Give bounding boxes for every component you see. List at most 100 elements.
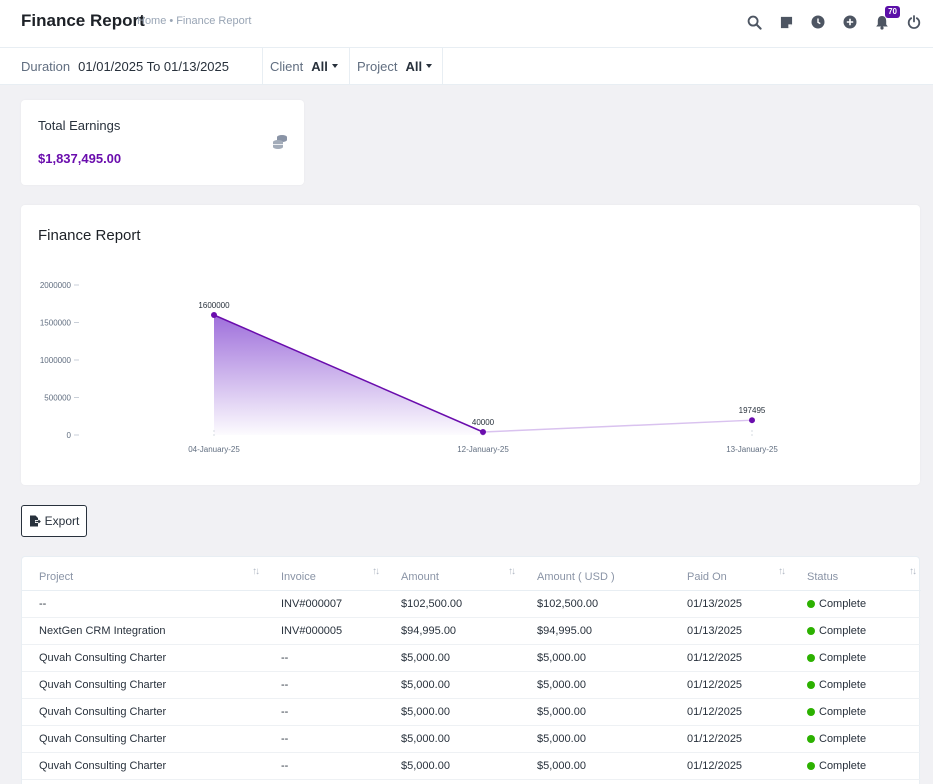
duration-filter[interactable]: Duration 01/01/2025 To 01/13/2025	[0, 48, 263, 84]
export-icon	[29, 515, 41, 527]
status-dot-icon	[807, 626, 815, 635]
invoice-cell: --	[264, 725, 384, 753]
sort-icon[interactable]: ↑↓	[252, 566, 260, 577]
table-row[interactable]: -- INV#000007 $102,500.00 $102,500.00 01/13/…	[22, 590, 921, 618]
status-dot-icon	[807, 707, 815, 716]
plus-circle-icon[interactable]	[839, 12, 861, 32]
client-select[interactable]: All	[311, 58, 328, 74]
sort-icon[interactable]: ↑↓	[778, 566, 786, 577]
invoice-cell: INV#000007	[264, 590, 384, 618]
amount-usd-cell: $5,000.00	[520, 671, 670, 699]
data-label: 197495	[739, 406, 766, 415]
amount-usd-cell: $5,000.00	[520, 644, 670, 672]
x-tick-label: 13-January-25	[726, 445, 778, 454]
status-label: Complete	[819, 624, 867, 637]
breadcrumb-home[interactable]: Home	[137, 15, 167, 27]
power-icon[interactable]	[903, 12, 925, 32]
status-dot-icon	[807, 653, 815, 662]
paid-on-cell: 01/12/2025	[670, 725, 790, 753]
column-header-invoice[interactable]: Invoice ↑↓	[264, 557, 384, 591]
notification-badge: 70	[885, 6, 900, 18]
status-label: Complete	[819, 678, 867, 691]
paid-on-cell: 01/12/2025	[670, 671, 790, 699]
status-cell: Complete	[790, 590, 921, 618]
paid-on-cell: 01/12/2025	[670, 644, 790, 672]
table-row[interactable]: Quvah Consulting Charter -- $5,000.00 $5,00…	[22, 698, 921, 726]
status-cell: Complete	[790, 644, 921, 672]
total-earnings-title: Total Earnings	[38, 118, 121, 133]
paid-on-cell: 01/12/2025	[670, 698, 790, 726]
status-dot-icon	[807, 599, 815, 608]
client-label: Client	[270, 58, 304, 74]
amount-cell: $102,500.00	[384, 590, 520, 618]
y-tick-label: 1500000	[40, 319, 72, 328]
x-tick-label: 12-January-25	[457, 445, 509, 454]
data-point	[749, 417, 755, 424]
amount-usd-cell: $5,000.00	[520, 725, 670, 753]
export-button[interactable]: Export	[21, 505, 87, 537]
amount-usd-cell: $102,500.00	[520, 590, 670, 618]
filter-bar: Duration 01/01/2025 To 01/13/2025 Client…	[0, 48, 933, 85]
status-dot-icon	[807, 680, 815, 689]
project-cell: Quvah Consulting Charter	[22, 698, 264, 726]
project-cell: --	[22, 590, 264, 618]
project-cell: Quvah Consulting Charter	[22, 644, 264, 672]
finance-chart: 0 500000 1000000 1500000 2000000 04-January-2…	[40, 281, 778, 454]
invoice-cell: --	[264, 752, 384, 780]
status-label: Complete	[819, 732, 867, 745]
duration-label: Duration	[21, 58, 71, 74]
finance-chart-card: Finance Report 0 500000 1000000 1500000 2000…	[21, 205, 920, 485]
status-dot-icon	[807, 761, 815, 770]
breadcrumb-current: Finance Report	[176, 15, 252, 27]
finance-table-card: Project ↑↓ Invoice ↑↓ Amount ↑↓ Amount ( US…	[21, 556, 921, 784]
sort-icon[interactable]: ↑↓	[372, 566, 380, 577]
data-point	[480, 429, 486, 435]
invoice-cell: --	[264, 671, 384, 699]
column-header-status[interactable]: Status ↑↓	[790, 557, 921, 591]
clock-icon[interactable]	[807, 12, 829, 32]
chevron-down-icon	[426, 64, 433, 68]
coins-icon	[272, 134, 288, 155]
table-row[interactable]: Quvah Consulting Charter -- $5,000.00 $5,00…	[22, 671, 921, 699]
table-row[interactable]: Quvah Consulting Charter -- $5,000.00 $5,00…	[22, 644, 921, 672]
amount-usd-cell: $5,000.00	[520, 752, 670, 780]
client-filter[interactable]: Client All	[263, 48, 350, 84]
amount-usd-cell: $5,000.00	[520, 698, 670, 726]
sort-icon[interactable]: ↑↓	[508, 566, 516, 577]
status-label: Complete	[819, 759, 867, 772]
amount-cell: $5,000.00	[384, 698, 520, 726]
status-dot-icon	[807, 734, 815, 743]
export-label: Export	[44, 514, 80, 528]
project-cell: Quvah Consulting Charter	[22, 725, 264, 753]
sticky-note-icon[interactable]	[775, 12, 797, 32]
column-header-amount-usd[interactable]: Amount ( USD )	[520, 557, 670, 591]
data-label: 40000	[472, 418, 495, 427]
search-icon[interactable]	[743, 12, 765, 32]
table-row[interactable]: Quvah Consulting Charter -- $5,000.00 $5,00…	[22, 752, 921, 780]
bell-icon[interactable]: 70	[871, 6, 900, 32]
column-header-project[interactable]: Project ↑↓	[22, 557, 264, 591]
duration-value[interactable]: 01/01/2025 To 01/13/2025	[78, 58, 229, 74]
y-tick-label: 2000000	[40, 281, 72, 290]
y-tick-label: 1000000	[40, 356, 72, 365]
x-tick-label: 04-January-25	[188, 445, 240, 454]
project-cell: NextGen CRM Integration	[22, 617, 264, 645]
y-tick-label: 0	[67, 431, 72, 440]
total-earnings-value: $1,837,495.00	[38, 151, 122, 166]
column-header-paid-on[interactable]: Paid On ↑↓	[670, 557, 790, 591]
invoice-cell: INV#000005	[264, 617, 384, 645]
invoice-cell: --	[264, 698, 384, 726]
top-icons: 70	[743, 6, 925, 32]
status-label: Complete	[819, 651, 867, 664]
table-header-row: Project ↑↓ Invoice ↑↓ Amount ↑↓ Amount ( US…	[22, 557, 921, 591]
project-filter[interactable]: Project All	[350, 48, 443, 84]
series-line-segment	[213, 314, 484, 433]
table-row[interactable]: NextGen CRM Integration INV#000005 $94,995…	[22, 617, 921, 645]
table-row[interactable]: Quvah Consulting Charter -- $5,000.00 $5,00…	[22, 725, 921, 753]
amount-usd-cell: $94,995.00	[520, 617, 670, 645]
column-header-amount[interactable]: Amount ↑↓	[384, 557, 520, 591]
amount-cell: $5,000.00	[384, 752, 520, 780]
total-earnings-card: Total Earnings $1,837,495.00	[21, 100, 304, 185]
sort-icon[interactable]: ↑↓	[909, 566, 917, 577]
project-select[interactable]: All	[405, 58, 423, 74]
